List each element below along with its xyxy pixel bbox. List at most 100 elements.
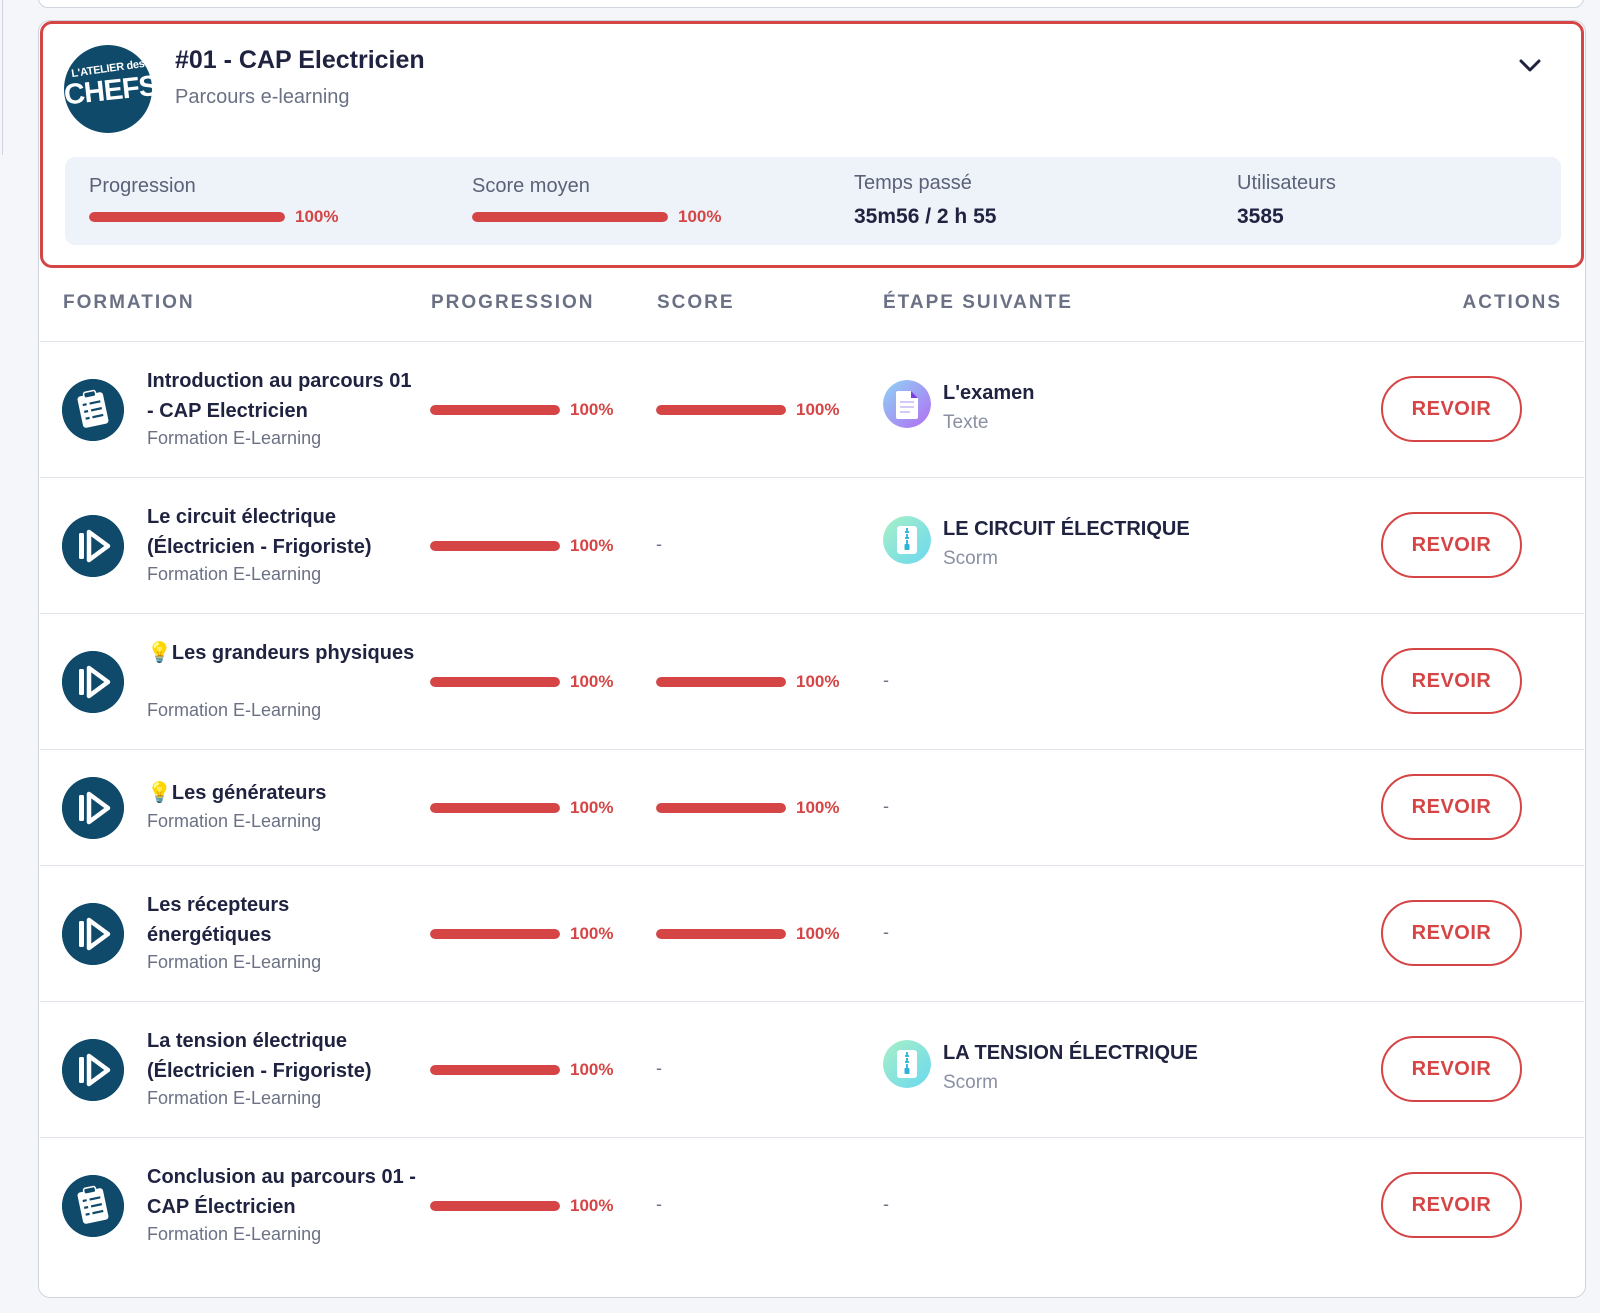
play-icon [62,1039,124,1101]
next-step-empty: - [883,796,889,816]
next-step-title: LE CIRCUIT ÉLECTRIQUE [943,518,1190,540]
row-progress-value: 100% [570,798,614,817]
table-row: Conclusion au parcours 01 - CAP Électric… [40,1138,1584,1274]
course-stats: Progression 100% Score moyen 100% Temps … [65,157,1561,245]
stat-progression: Progression 100% [89,157,449,245]
row-score-bar [656,803,786,813]
row-progress-value: 100% [570,400,614,419]
row-progress-bar [430,405,560,415]
course-logo: L'ATELIER des CHEFS [63,45,159,133]
zip-file-icon [883,516,931,564]
revoir-button[interactable]: REVOIR [1381,774,1522,840]
stat-users: Utilisateurs 3585 [1237,157,1537,245]
row-progress-bar [430,1201,560,1211]
next-step-empty: - [883,1194,889,1214]
row-score-bar [656,405,786,415]
progress-bar [89,212,285,222]
stat-progression-value: 100% [295,207,339,226]
stat-users-label: Utilisateurs [1237,172,1336,194]
row-subtitle: Formation E-Learning [147,952,322,972]
table-row: 💡Les grandeurs physiques Formation E-Lea… [40,614,1584,750]
stat-time: Temps passé 35m56 / 2 h 55 [854,157,1214,245]
row-subtitle: Formation E-Learning [147,564,322,584]
header-score: SCORE [657,292,735,313]
row-progress-bar [430,541,560,551]
play-icon [62,651,124,713]
row-score-value: 100% [796,400,840,419]
revoir-button[interactable]: REVOIR [1381,648,1522,714]
document-icon [883,380,931,428]
score-bar [472,212,668,222]
row-score-value: - [656,1058,662,1078]
row-title: 💡Les grandeurs physiques [147,642,415,664]
row-title: 💡Les générateurs [147,782,327,804]
row-title: Introduction au parcours 01 - CAP Electr… [147,370,412,422]
stat-time-value: 35m56 / 2 h 55 [854,205,997,228]
row-progress-value: 100% [570,536,614,555]
stat-users-value: 3585 [1237,205,1284,228]
row-subtitle: Formation E-Learning [147,1088,322,1108]
row-score-bar [656,929,786,939]
row-title: La tension électrique (Électricien - Fri… [147,1030,372,1082]
table-row: Les récepteurs énergétiques Formation E-… [40,866,1584,1002]
header-progression: PROGRESSION [431,292,595,313]
checklist-icon [62,1175,124,1237]
stat-score-value: 100% [678,207,722,226]
next-step-empty: - [883,922,889,942]
row-progress-value: 100% [570,672,614,691]
header-actions: ACTIONS [1462,292,1562,313]
next-step-type: Scorm [943,1072,998,1093]
course-header[interactable]: L'ATELIER des CHEFS #01 - CAP Electricie… [40,21,1584,268]
row-progress-bar [430,677,560,687]
course-title: #01 - CAP Electricien [175,46,425,74]
row-subtitle: Formation E-Learning [147,811,322,831]
table-row: La tension électrique (Électricien - Fri… [40,1002,1584,1138]
next-step-empty: - [883,670,889,690]
row-progress-value: 100% [570,1196,614,1215]
header-next-step: ÉTAPE SUIVANTE [883,292,1073,313]
stat-progression-label: Progression [89,175,196,197]
revoir-button[interactable]: REVOIR [1381,900,1522,966]
table-row: Introduction au parcours 01 - CAP Electr… [40,342,1584,478]
revoir-button[interactable]: REVOIR [1381,1036,1522,1102]
row-title: Le circuit électrique (Électricien - Fri… [147,506,372,558]
header-formation: FORMATION [63,292,195,313]
row-subtitle: Formation E-Learning [147,428,322,448]
row-progress-bar [430,803,560,813]
play-icon [62,777,124,839]
row-progress-value: 100% [570,1060,614,1079]
table-row: 💡Les générateurs Formation E-Learning 10… [40,750,1584,866]
course-subtitle: Parcours e-learning [175,86,350,108]
play-icon [62,515,124,577]
table-row: Le circuit électrique (Électricien - Fri… [40,478,1584,614]
revoir-button[interactable]: REVOIR [1381,512,1522,578]
zip-file-icon [883,1040,931,1088]
row-score-value: 100% [796,672,840,691]
stat-score-label: Score moyen [472,175,590,197]
next-step-type: Texte [943,412,989,433]
row-progress-bar [430,1065,560,1075]
play-icon [62,903,124,965]
row-score-value: 100% [796,924,840,943]
next-step-title: LA TENSION ÉLECTRIQUE [943,1042,1198,1064]
row-progress-value: 100% [570,924,614,943]
row-subtitle: Formation E-Learning [147,700,322,720]
revoir-button[interactable]: REVOIR [1381,1172,1522,1238]
row-title: Les récepteurs énergétiques [147,894,290,946]
row-score-bar [656,677,786,687]
row-subtitle: Formation E-Learning [147,1224,322,1244]
row-score-value: 100% [796,798,840,817]
page-edge [0,0,3,155]
stat-score: Score moyen 100% [472,157,832,245]
stat-time-label: Temps passé [854,172,972,194]
chevron-down-icon[interactable] [1516,52,1544,80]
row-score-value: - [656,534,662,554]
row-title: Conclusion au parcours 01 - CAP Électric… [147,1166,416,1218]
revoir-button[interactable]: REVOIR [1381,376,1522,442]
checklist-icon [62,379,124,441]
row-progress-bar [430,929,560,939]
next-step-title: L'examen [943,382,1035,404]
previous-card-edge [38,0,1584,8]
next-step-type: Scorm [943,548,998,569]
table-header: FORMATION PROGRESSION SCORE ÉTAPE SUIVAN… [40,272,1584,342]
